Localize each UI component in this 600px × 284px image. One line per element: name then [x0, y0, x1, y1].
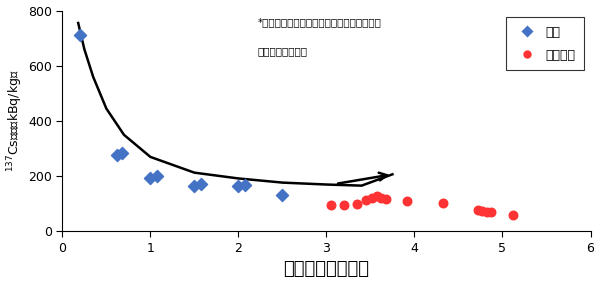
沈降粒子: [352, 202, 362, 206]
沈降粒子: [473, 208, 482, 212]
底質: [118, 151, 127, 155]
沈降粒子: [482, 209, 491, 214]
底質: [112, 153, 122, 157]
底質: [278, 193, 287, 197]
底質: [190, 184, 199, 188]
Legend: 底質, 沈降粒子: 底質, 沈降粒子: [506, 17, 584, 70]
Text: *底質は事故から試料採取時まで、一定速度: *底質は事故から試料採取時まで、一定速度: [258, 17, 382, 27]
沈降粒子: [508, 213, 518, 217]
底質: [240, 182, 250, 187]
Y-axis label: $^{137}$Cs濃度（kBq/kg）: $^{137}$Cs濃度（kBq/kg）: [5, 70, 25, 172]
沈降粒子: [339, 202, 349, 207]
沈降粒子: [326, 203, 335, 208]
沈降粒子: [382, 197, 391, 201]
底質: [196, 182, 205, 186]
底質: [146, 176, 155, 181]
Text: で堆積したと仮定: で堆積したと仮定: [258, 46, 308, 56]
底質: [233, 184, 243, 188]
沈降粒子: [486, 210, 496, 214]
沈降粒子: [376, 195, 386, 200]
沈降粒子: [361, 197, 371, 202]
底質: [152, 174, 161, 179]
沈降粒子: [438, 201, 448, 205]
X-axis label: 事故からの経過年: 事故からの経過年: [283, 260, 370, 278]
沈降粒子: [478, 208, 487, 213]
底質: [75, 33, 85, 38]
沈降粒子: [367, 195, 377, 200]
沈降粒子: [372, 194, 382, 199]
沈降粒子: [403, 198, 412, 203]
